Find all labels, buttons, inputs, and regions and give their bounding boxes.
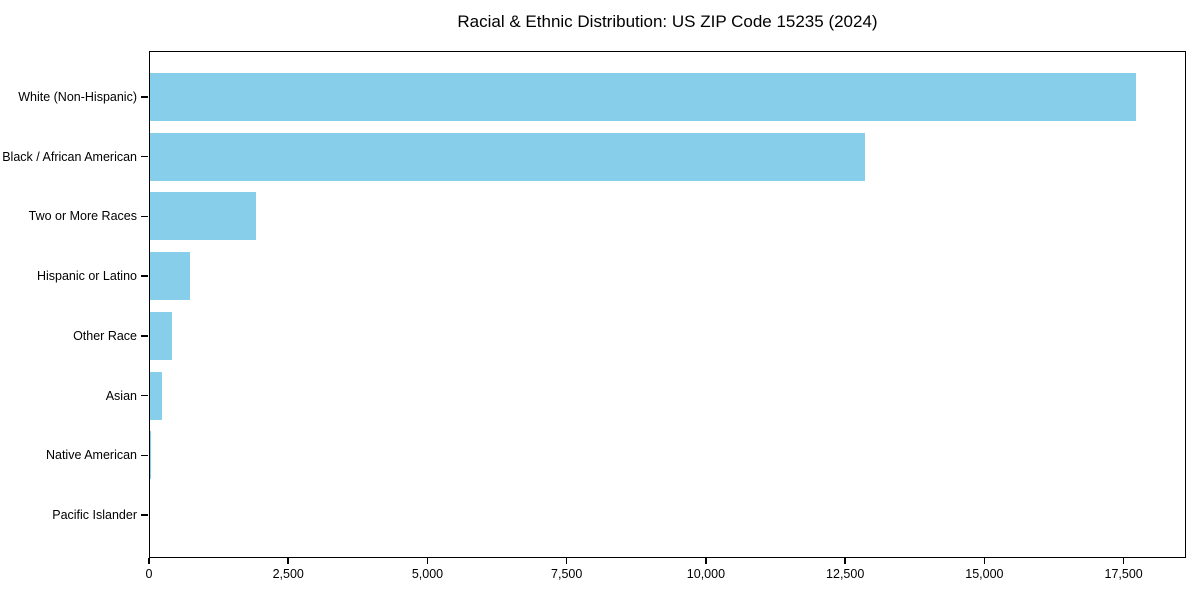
y-tick-label: Asian	[105, 388, 137, 403]
y-tick	[141, 155, 148, 158]
bar	[149, 192, 256, 241]
bar-row: Two or More Races	[29, 187, 1186, 247]
x-tick-label: 2,500	[272, 567, 304, 581]
x-tick-label: 12,500	[826, 567, 865, 581]
y-tick-label: Black / African American	[2, 149, 137, 164]
bar	[149, 371, 162, 420]
bar	[149, 431, 151, 480]
x-tick	[705, 558, 707, 564]
x-tick-label: 10,000	[686, 567, 726, 581]
x-tick	[983, 558, 986, 564]
y-tick	[141, 215, 148, 218]
bar	[149, 132, 866, 181]
x-tick	[565, 558, 568, 564]
plot-area: White (Non-Hispanic) Black / African Amer…	[2, 51, 1186, 581]
y-tick-label: Native American	[45, 448, 137, 463]
bar	[149, 252, 191, 301]
bar-row: White (Non-Hispanic)	[18, 67, 1186, 127]
bar-row: Black / African American	[2, 127, 1186, 187]
bar-row: Other Race	[73, 306, 1186, 366]
x-axis: 0 2,500 5,000 7,500 10,000 12,500 15,000 17,500	[145, 558, 1186, 598]
x-tick-label: 7,500	[551, 567, 583, 581]
bars-container: White (Non-Hispanic) Black / African Amer…	[2, 51, 1186, 558]
x-tick-label: 5,000	[411, 567, 444, 581]
bar	[149, 491, 150, 540]
y-tick-label: Two or More Races	[28, 209, 137, 224]
y-tick	[141, 514, 148, 516]
x-tick-label: 17,500	[1104, 567, 1143, 581]
bar-row: Pacific Islander	[52, 485, 1186, 545]
y-tick	[141, 335, 148, 337]
x-tick	[148, 558, 150, 564]
y-tick	[141, 394, 148, 397]
x-tick	[287, 558, 289, 564]
x-tick	[1122, 558, 1125, 564]
x-tick-label: 15,000	[965, 567, 1004, 581]
bar-row: Hispanic or Latino	[37, 246, 1186, 306]
chart-title: Racial & Ethnic Distribution: US ZIP Cod…	[457, 12, 878, 31]
x-tick	[844, 558, 846, 564]
x-tick	[426, 558, 429, 564]
x-tick-label: 0	[145, 567, 153, 581]
bar-row: Asian	[106, 366, 1186, 426]
y-tick	[141, 96, 148, 98]
y-tick	[141, 275, 148, 277]
y-tick-label: Pacific Islander	[52, 508, 137, 523]
y-tick-label: Hispanic or Latino	[36, 269, 137, 284]
y-tick-label: Other Race	[73, 328, 137, 343]
bar-row: Native American	[46, 426, 1186, 486]
bar	[149, 311, 172, 360]
y-tick	[141, 454, 148, 457]
y-tick-label: White (Non-Hispanic)	[18, 89, 137, 104]
bar	[149, 72, 1137, 121]
